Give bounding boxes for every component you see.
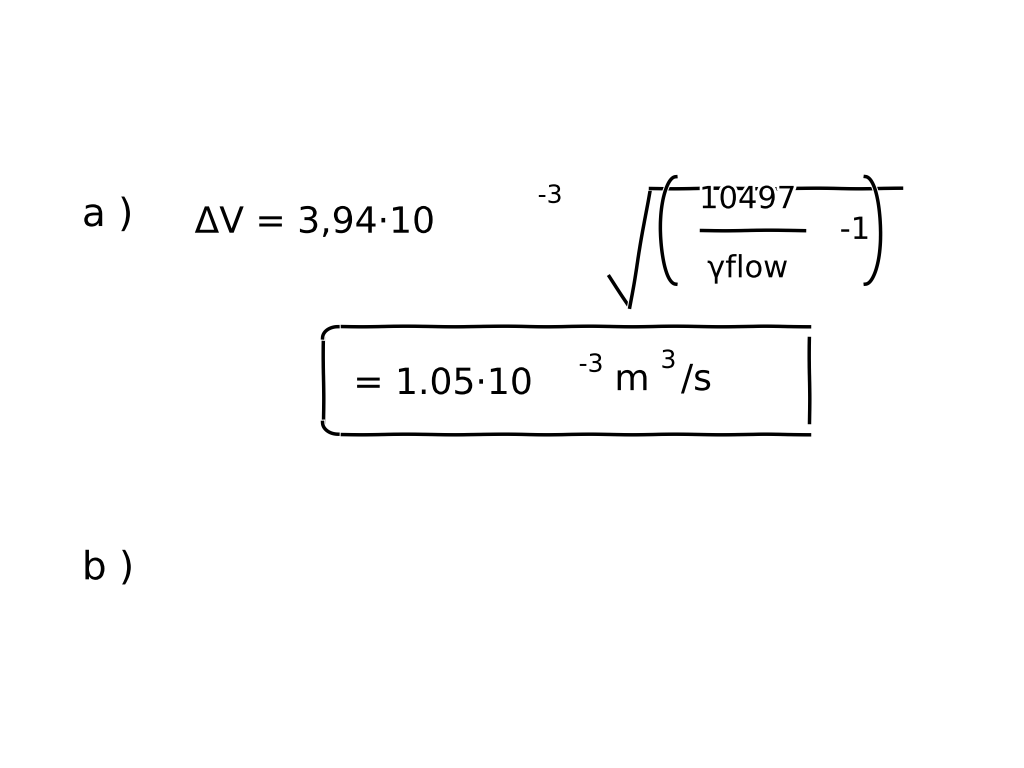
Text: 10497: 10497: [699, 185, 796, 214]
Text: -3: -3: [538, 184, 562, 208]
Text: ΔV = 3,94·10: ΔV = 3,94·10: [195, 206, 435, 240]
Text: γflow: γflow: [708, 254, 787, 283]
Text: m: m: [614, 363, 649, 397]
Text: b ): b ): [82, 549, 134, 588]
Text: -3: -3: [579, 353, 603, 377]
Text: -1: -1: [840, 216, 870, 245]
Text: = 1.05·10: = 1.05·10: [353, 367, 534, 401]
Text: /s: /s: [681, 363, 712, 397]
Text: 3: 3: [660, 349, 677, 373]
Text: a ): a ): [82, 196, 133, 234]
